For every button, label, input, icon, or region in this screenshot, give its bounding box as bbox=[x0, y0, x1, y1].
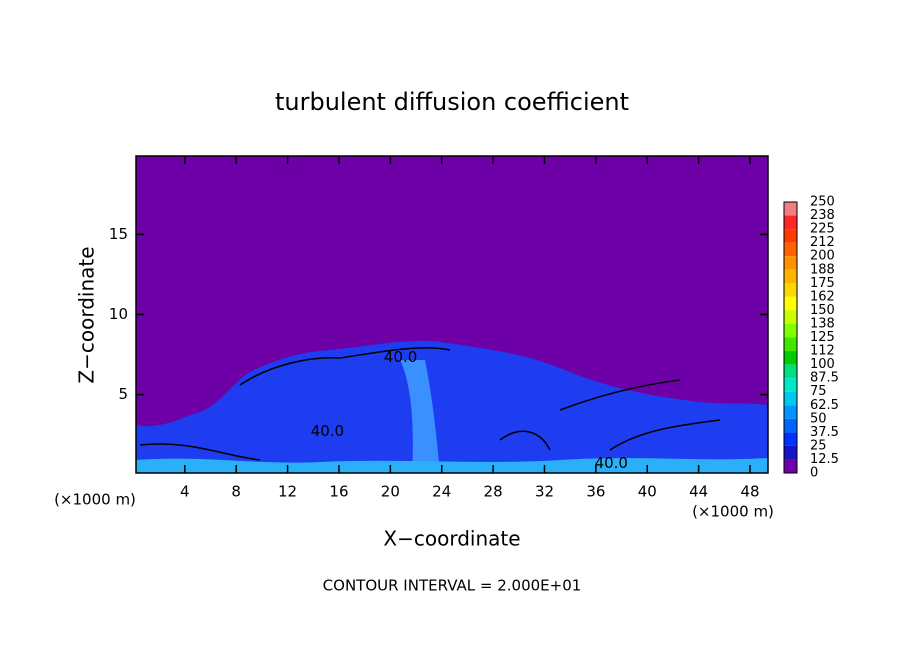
colorbar-label: 125 bbox=[810, 330, 835, 345]
colorbar-frame bbox=[783, 201, 798, 474]
colorbar-swatch bbox=[784, 405, 797, 419]
colorbar-label: 175 bbox=[810, 276, 835, 291]
colorbar-swatch bbox=[784, 391, 797, 406]
colorbar-label: 100 bbox=[810, 357, 835, 372]
chart-title: turbulent diffusion coefficient bbox=[275, 88, 629, 116]
contour-line bbox=[139, 347, 721, 461]
field-region bbox=[400, 360, 440, 473]
colorbar-swatch bbox=[784, 229, 797, 243]
colorbar-label: 75 bbox=[810, 384, 827, 399]
x-tick-label: 24 bbox=[432, 483, 451, 501]
colorbar-swatch bbox=[784, 310, 797, 324]
colorbar-label: 37.5 bbox=[810, 425, 839, 440]
x-tick-label: 4 bbox=[180, 483, 190, 501]
colorbar-swatch bbox=[784, 202, 797, 216]
colorbar-swatch bbox=[784, 256, 797, 270]
colorbar-swatch bbox=[784, 215, 797, 230]
x-tick-label: 12 bbox=[278, 483, 297, 501]
y-tick-label: 15 bbox=[109, 225, 128, 243]
colorbar-label: 87.5 bbox=[810, 371, 839, 386]
colorbar-swatch bbox=[784, 337, 797, 352]
colorbar-swatch bbox=[784, 432, 797, 446]
field-region bbox=[136, 458, 768, 473]
x-tick-label: 28 bbox=[484, 483, 503, 501]
colorbar-label: 150 bbox=[810, 303, 835, 318]
colorbar-swatch bbox=[784, 296, 797, 311]
contour-label: 40.0 bbox=[595, 454, 628, 472]
colorbar-label: 212 bbox=[810, 235, 835, 250]
x-unit: (×1000 m) bbox=[54, 491, 136, 509]
field-region bbox=[136, 340, 768, 473]
colorbar-label: 62.5 bbox=[810, 398, 839, 413]
y-tick-label: 10 bbox=[109, 305, 128, 323]
colorbar-swatch bbox=[784, 378, 797, 392]
colorbar-swatch bbox=[784, 459, 797, 473]
colorbar-label: 50 bbox=[810, 411, 827, 426]
contour-label: 40.0 bbox=[311, 422, 344, 440]
x-tick-label: 36 bbox=[586, 483, 605, 501]
contour-label: 40.0 bbox=[384, 348, 417, 366]
footer: CONTOUR INTERVAL = 2.000E+01 bbox=[323, 577, 582, 595]
colorbar-swatch bbox=[784, 364, 797, 379]
colorbar-label: 238 bbox=[810, 208, 835, 223]
colorbar-swatch bbox=[784, 323, 797, 338]
x-tick-label: 20 bbox=[381, 483, 400, 501]
x-tick-label: 32 bbox=[535, 483, 554, 501]
colorbar-swatch bbox=[784, 445, 797, 460]
colorbar-swatch bbox=[784, 269, 797, 284]
colorbar-label: 12.5 bbox=[810, 452, 839, 467]
colorbar-swatch bbox=[784, 242, 797, 257]
x-axis-label: X−coordinate bbox=[383, 527, 520, 551]
y-axis-label: Z−coordinate bbox=[75, 246, 99, 383]
colorbar-label: 112 bbox=[810, 344, 835, 359]
x-tick-label: 16 bbox=[329, 483, 348, 501]
colorbar-label: 250 bbox=[810, 195, 835, 210]
field bbox=[136, 156, 768, 473]
colorbar-swatch bbox=[784, 351, 797, 365]
colorbar-label: 0 bbox=[810, 466, 818, 481]
colorbar-swatch bbox=[784, 283, 797, 297]
colorbar-label: 200 bbox=[810, 249, 835, 264]
x-unit: (×1000 m) bbox=[692, 503, 774, 521]
colorbar-label: 162 bbox=[810, 289, 835, 304]
colorbar-label: 138 bbox=[810, 316, 835, 331]
x-tick-label: 48 bbox=[740, 483, 759, 501]
colorbar-swatch bbox=[784, 418, 797, 433]
x-tick-label: 8 bbox=[231, 483, 241, 501]
y-tick-label: 5 bbox=[118, 385, 128, 403]
colorbar-label: 25 bbox=[810, 438, 827, 453]
x-tick-label: 40 bbox=[638, 483, 657, 501]
x-tick-label: 44 bbox=[689, 483, 708, 501]
colorbar-label: 225 bbox=[810, 222, 835, 237]
colorbar-label: 188 bbox=[810, 262, 835, 277]
